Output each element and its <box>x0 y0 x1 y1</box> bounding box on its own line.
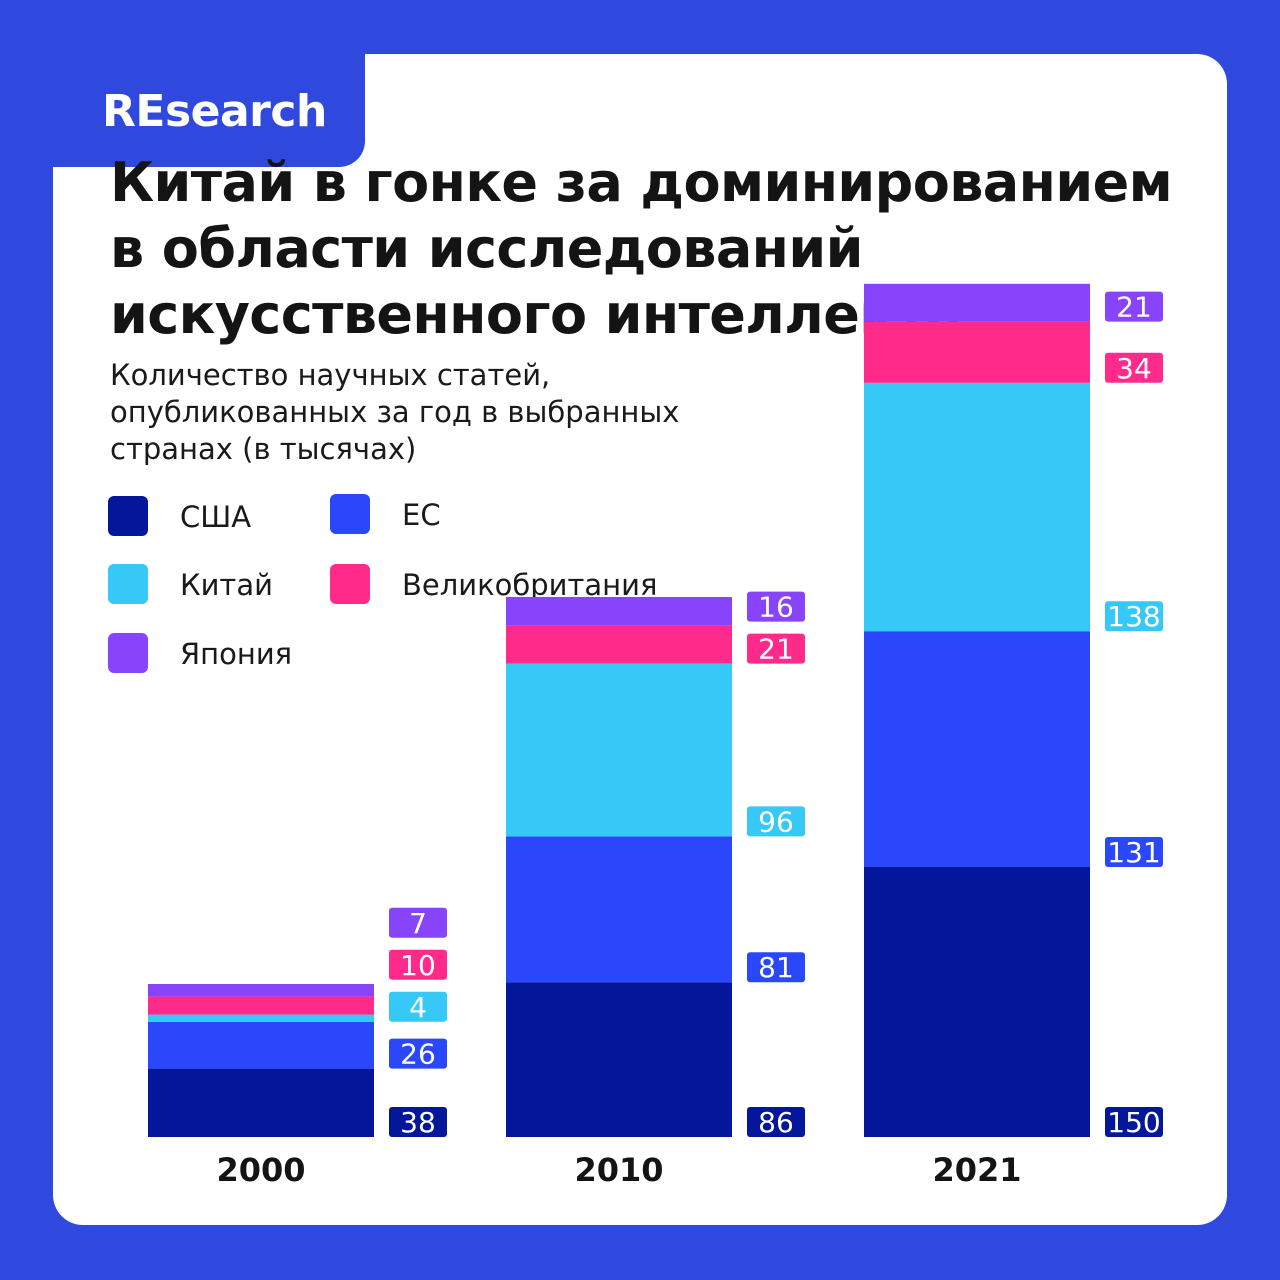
bar-segment <box>506 625 732 664</box>
value-label-badge <box>1105 291 1163 322</box>
value-label: 96 <box>758 805 794 838</box>
value-label-badge <box>1105 352 1163 383</box>
value-label: 86 <box>758 1106 794 1139</box>
chart-subtitle: Количество научных статей, опубликованны… <box>110 357 810 468</box>
value-label: 150 <box>1107 1106 1160 1139</box>
value-label-badge <box>389 907 447 938</box>
bar-segment <box>148 1068 374 1137</box>
value-label: 34 <box>1116 352 1152 385</box>
value-label: 138 <box>1107 600 1160 633</box>
value-label-badge <box>1105 1107 1163 1137</box>
value-label: 4 <box>409 991 427 1024</box>
bar-segment <box>864 283 1090 322</box>
bar-segment <box>864 631 1090 867</box>
x-tick-label: 2010 <box>574 1151 663 1189</box>
legend-label: США <box>180 500 252 534</box>
value-label: 7 <box>409 907 427 940</box>
value-label-badge <box>747 806 805 837</box>
title-line: в области исследований <box>110 217 863 280</box>
bar-segment <box>506 663 732 837</box>
title-line: искусственного интеллекта <box>110 283 962 346</box>
bar-segment <box>148 996 374 1015</box>
value-label-badge <box>1105 601 1163 632</box>
bar-segment <box>864 382 1090 632</box>
bar-segment <box>506 836 732 983</box>
value-label: 26 <box>400 1038 436 1071</box>
legend-swatch <box>330 494 370 534</box>
brand-tab: REsearch <box>53 54 365 167</box>
subtitle-line: странах (в тысячах) <box>110 432 417 466</box>
value-label: 21 <box>1116 291 1152 324</box>
brand-logo: REsearch <box>102 86 327 137</box>
bar-segment <box>506 597 732 626</box>
x-tick-label: 2021 <box>932 1151 1021 1189</box>
value-label-badge <box>747 633 805 664</box>
value-label-badge <box>389 991 447 1022</box>
bar-segment <box>148 984 374 997</box>
x-tick-label: 2000 <box>216 1151 305 1189</box>
legend-swatch <box>108 496 148 536</box>
legend-label: ЕС <box>402 498 441 532</box>
bar-segment <box>148 1021 374 1069</box>
legend-swatch <box>108 564 148 604</box>
value-label-badge <box>747 952 805 983</box>
value-label: 16 <box>758 591 794 624</box>
value-label: 81 <box>758 951 794 984</box>
subtitle-line: опубликованных за год в выбранных <box>110 395 680 429</box>
title-line: Китай в гонке за доминированием <box>110 151 1173 214</box>
value-label-badge <box>1105 837 1163 867</box>
legend-label: Япония <box>180 637 293 671</box>
bar-segment <box>506 982 732 1137</box>
legend-label: Великобритания <box>402 568 658 602</box>
value-label: 131 <box>1107 836 1160 869</box>
legend-swatch <box>108 633 148 673</box>
value-label-badge <box>747 1107 805 1137</box>
legend-swatch <box>330 564 370 604</box>
value-label: 10 <box>400 949 436 982</box>
value-label-badge <box>747 591 805 622</box>
value-label-badge <box>389 1107 447 1137</box>
value-label: 38 <box>400 1106 436 1139</box>
legend-label: Китай <box>180 568 273 602</box>
bar-segment <box>864 867 1090 1137</box>
chart-title: Китай в гонке за доминированием в област… <box>110 150 1230 348</box>
value-label-badge <box>389 1038 447 1069</box>
subtitle-line: Количество научных статей, <box>110 358 551 392</box>
value-label-badge <box>389 949 447 980</box>
bar-segment <box>864 321 1090 383</box>
value-label: 21 <box>758 633 794 666</box>
bar-segment <box>148 1014 374 1022</box>
